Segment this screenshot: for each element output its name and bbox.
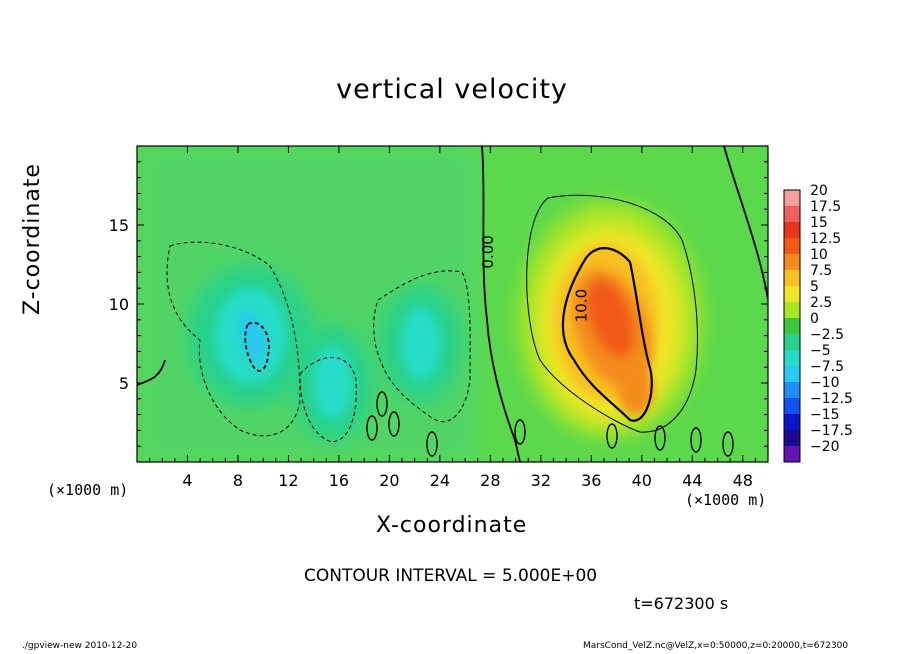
x-tick-label: 44 xyxy=(682,471,702,490)
time-label: t=672300 s xyxy=(634,594,729,613)
colorbar-label: 15 xyxy=(810,215,828,231)
contour-small-cell-2 xyxy=(388,411,400,437)
contour-small-cell-0 xyxy=(376,391,388,417)
contour-label-1: 10.0 xyxy=(572,289,590,322)
contour-small-cell-1 xyxy=(366,415,378,441)
y-tick-label: 5 xyxy=(119,374,129,393)
contour-neg-five-c xyxy=(299,357,357,443)
colorbar-swatch xyxy=(784,398,800,414)
contour-zero-left xyxy=(137,359,166,386)
contour-label-0: 0.00 xyxy=(479,235,497,268)
x-tick-label: 8 xyxy=(233,471,243,490)
x-tick-label: 4 xyxy=(182,471,192,490)
colorbar-label: −7.5 xyxy=(810,359,844,375)
contour-small-cell-6 xyxy=(654,425,666,451)
x-tick-label: 16 xyxy=(329,471,349,490)
colorbar-swatch xyxy=(784,254,800,270)
colorbar-label: −2.5 xyxy=(810,327,844,343)
x-tick-label: 20 xyxy=(379,471,399,490)
colorbar-swatch xyxy=(784,238,800,254)
downdraft-mid-3 xyxy=(400,307,441,380)
colorbar-label: −5 xyxy=(810,343,831,359)
colorbar-label: −10 xyxy=(810,375,840,391)
contour-small-cell-4 xyxy=(514,419,526,445)
downdraft-mid-4 xyxy=(312,347,353,419)
x-tick-label: 32 xyxy=(531,471,551,490)
field-layer xyxy=(137,146,768,462)
y-unit-label: (×1000 m) xyxy=(47,481,129,499)
colorbar-swatch xyxy=(784,190,800,206)
colorbar-swatch xyxy=(784,430,800,446)
colorbar-swatch xyxy=(784,286,800,302)
colorbar-label: 20 xyxy=(810,183,828,199)
contour-small-cell-3 xyxy=(426,431,438,457)
contour-neg-five-b xyxy=(373,270,471,423)
colorbar-layer: 2017.51512.5107.552.50−2.5−5−7.5−10−12.5… xyxy=(783,183,853,463)
colorbar-label: 10 xyxy=(810,247,828,263)
x-tick-label: 48 xyxy=(733,471,753,490)
colorbar-label: 5 xyxy=(810,279,819,295)
colorbar-swatch xyxy=(784,334,800,350)
downdraft-core-2 xyxy=(239,311,267,363)
contour-small-cell-7 xyxy=(690,427,702,453)
x-tick-label: 36 xyxy=(581,471,601,490)
contour-zero-right xyxy=(723,146,768,301)
colorbar-swatch xyxy=(784,350,800,366)
contour-ten xyxy=(561,247,653,422)
x-tick-label: 40 xyxy=(632,471,652,490)
updraft-peak xyxy=(587,280,634,357)
contour-small-cell-5 xyxy=(606,423,618,449)
colorbar-label: −15 xyxy=(810,407,840,423)
chart-title: vertical velocity xyxy=(336,74,568,105)
colorbar-label: 2.5 xyxy=(810,295,832,311)
colorbar-swatch xyxy=(784,366,800,382)
colorbar-frame xyxy=(783,189,801,463)
colorbar-label: 0 xyxy=(810,311,819,327)
x-tick-label: 12 xyxy=(278,471,298,490)
updraft-lobe xyxy=(617,366,654,415)
contour-zero-main xyxy=(481,146,521,462)
colorbar-swatch xyxy=(784,302,800,318)
colorbar-label: −17.5 xyxy=(810,423,853,439)
y-tick-label: 10 xyxy=(109,295,129,314)
contour-neg-five-a xyxy=(166,241,301,437)
colorbar-label: −12.5 xyxy=(810,391,853,407)
colorbar-swatch xyxy=(784,382,800,398)
x-axis-label: X-coordinate xyxy=(376,513,528,538)
y-axis-label: Z-coordinate xyxy=(20,163,45,315)
colorbar-swatch xyxy=(784,414,800,430)
contour-small-cell-8 xyxy=(722,431,734,457)
colorbar-label: 17.5 xyxy=(810,199,841,215)
x-tick-label: 24 xyxy=(430,471,450,490)
contour-interval: CONTOUR INTERVAL = 5.000E+00 xyxy=(304,566,598,586)
y-tick-label: 15 xyxy=(109,216,129,235)
colorbar-label: 7.5 xyxy=(810,263,832,279)
x-tick-label: 28 xyxy=(480,471,500,490)
colorbar-label: −20 xyxy=(810,439,840,455)
colorbar-swatch xyxy=(784,446,800,462)
colorbar-label: 12.5 xyxy=(810,231,841,247)
colorbar-swatch xyxy=(784,222,800,238)
x-unit-label: (×1000 m) xyxy=(685,491,767,509)
colorbar-swatch xyxy=(784,270,800,286)
program-label: ./gpview-new 2010-12-20 xyxy=(22,641,138,651)
colorbar-swatch xyxy=(784,318,800,334)
source-label: MarsCond_VelZ.nc@VelZ,x=0:50000,z=0:2000… xyxy=(583,641,849,651)
contour-neg-ten xyxy=(244,321,270,372)
colorbar-swatch xyxy=(784,206,800,222)
contour-layer: 0.00 10.0 xyxy=(137,146,768,462)
contour-five xyxy=(526,194,698,433)
